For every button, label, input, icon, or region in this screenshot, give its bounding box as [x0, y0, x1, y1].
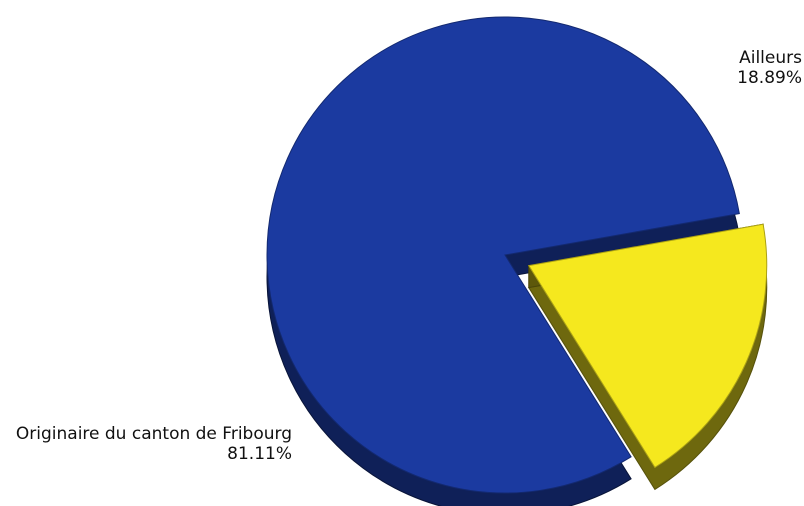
slice-percent-ailleurs: 18.89%	[737, 68, 802, 88]
slice-name-ailleurs: Ailleurs	[739, 48, 802, 68]
slice-originaire-du-canton-de-fribourg	[266, 16, 740, 494]
pie-slices	[266, 16, 768, 506]
slice-ailleurs	[527, 223, 768, 469]
slice-percent-fribourg: 81.11%	[227, 444, 292, 464]
slice-name-fribourg: Originaire du canton de Fribourg	[15, 424, 292, 444]
slice-label-fribourg: Originaire du canton de Fribourg 81.11%	[0, 424, 292, 464]
slice-label-ailleurs: Ailleurs 18.89%	[700, 48, 802, 88]
